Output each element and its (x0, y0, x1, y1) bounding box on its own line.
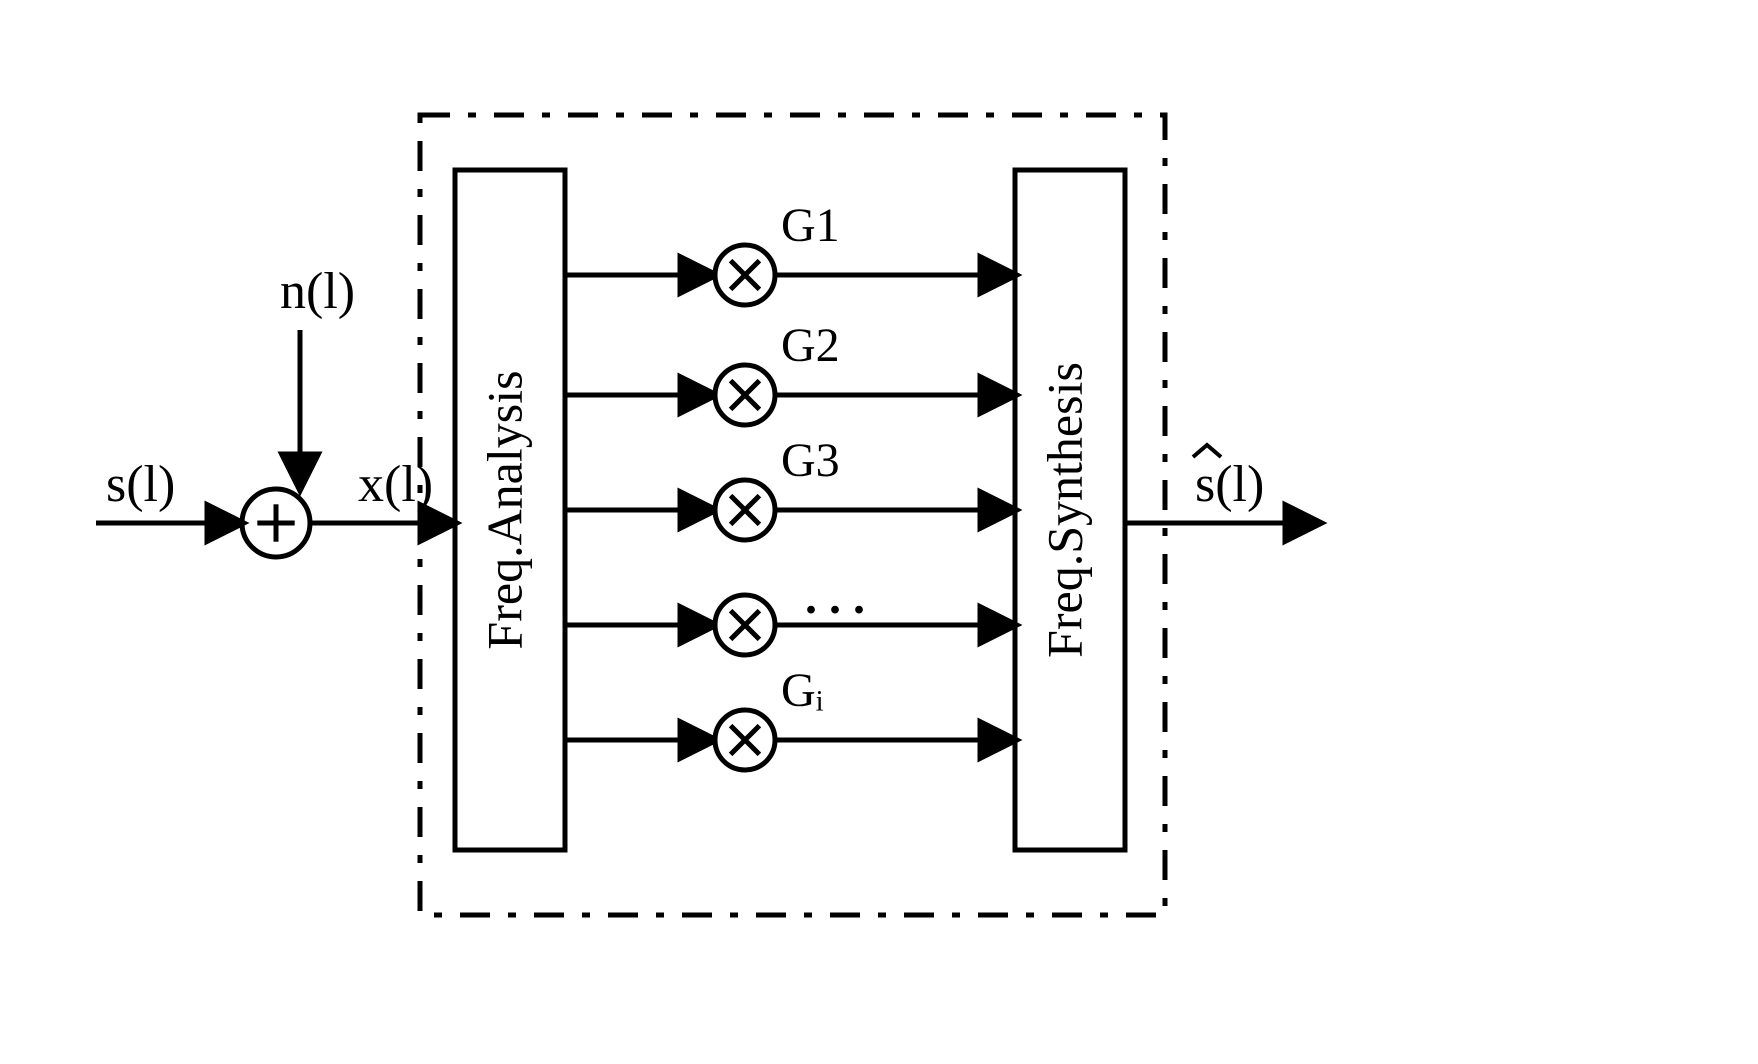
signal-processing-diagram: Freq.Analysis Freq.Synthesis s(l) n(l) x(l) G… (0, 0, 1758, 1064)
ellipsis: . . . (805, 571, 865, 624)
gain-label-2: G2 (781, 319, 840, 372)
freq-synthesis-label: Freq.Synthesis (1036, 362, 1092, 658)
label-s-hat-out: s(l) (1195, 456, 1264, 513)
label-s-in: s(l) (106, 456, 175, 513)
label-x-in: x(l) (358, 456, 433, 513)
label-n-in: n(l) (280, 263, 355, 320)
freq-analysis-label: Freq.Analysis (476, 370, 532, 649)
gain-label-3: G3 (781, 434, 840, 487)
gain-label-1: G1 (781, 199, 840, 252)
gain-label-5: Gᵢ (781, 664, 824, 717)
